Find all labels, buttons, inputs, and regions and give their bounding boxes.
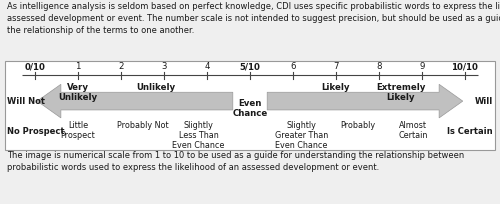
Bar [5, 62, 495, 150]
Text: Probably: Probably [340, 120, 375, 129]
Text: 0/10: 0/10 [24, 62, 46, 71]
Text: No Prospect: No Prospect [7, 126, 64, 135]
Polygon shape [37, 85, 233, 118]
Text: Unlikely: Unlikely [136, 82, 175, 91]
Text: As intelligence analysis is seldom based on perfect knowledge, CDI uses specific: As intelligence analysis is seldom based… [8, 2, 500, 35]
Text: 1: 1 [76, 62, 81, 71]
Text: 8: 8 [376, 62, 382, 71]
Text: 5/10: 5/10 [240, 62, 260, 71]
Text: Is Certain: Is Certain [447, 126, 493, 135]
Text: 10/10: 10/10 [452, 62, 478, 71]
Text: 9: 9 [419, 62, 424, 71]
Text: Little
Prospect: Little Prospect [60, 120, 96, 139]
Text: 6: 6 [290, 62, 296, 71]
Text: Slightly
Greater Than
Even Chance: Slightly Greater Than Even Chance [275, 120, 328, 150]
Polygon shape [267, 85, 463, 118]
Text: Extremely
Likely: Extremely Likely [376, 82, 425, 102]
Text: 3: 3 [162, 62, 167, 71]
Text: 7: 7 [333, 62, 338, 71]
Text: Will: Will [474, 96, 493, 105]
Text: Even
Chance: Even Chance [232, 98, 268, 118]
Text: Very
Unlikely: Very Unlikely [58, 82, 98, 102]
Text: Almost
Certain: Almost Certain [398, 120, 428, 139]
Text: Will Not: Will Not [7, 96, 45, 105]
Text: 4: 4 [204, 62, 210, 71]
Text: The image is numerical scale from 1 to 10 to be used as a guide for understandin: The image is numerical scale from 1 to 1… [8, 150, 464, 171]
Text: Likely: Likely [322, 82, 350, 91]
Text: Slightly
Less Than
Even Chance: Slightly Less Than Even Chance [172, 120, 225, 150]
Text: 2: 2 [118, 62, 124, 71]
Text: Probably Not: Probably Not [116, 120, 168, 129]
